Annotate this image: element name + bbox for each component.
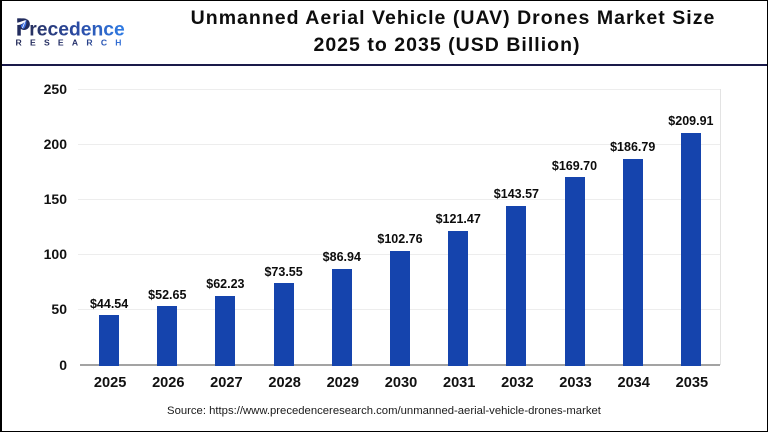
svg-text:recedence: recedence — [29, 19, 125, 40]
svg-text:RESEARCH: RESEARCH — [15, 37, 129, 47]
